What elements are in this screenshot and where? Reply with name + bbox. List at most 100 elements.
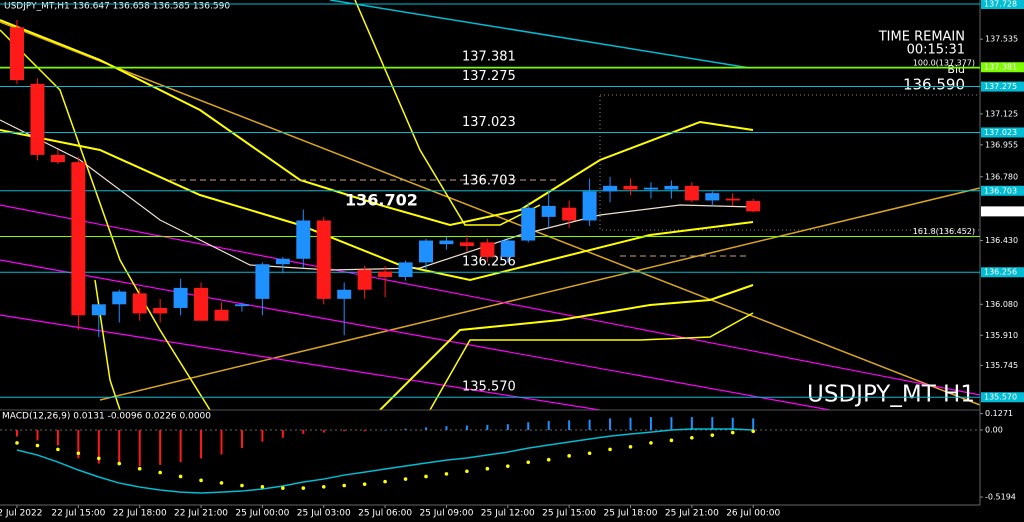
bid-price: 136.590 — [903, 76, 965, 94]
macd-bar — [568, 420, 571, 431]
candle-body — [582, 191, 597, 221]
current-price-box — [981, 206, 1024, 217]
candle-body — [357, 269, 372, 290]
candle-body — [234, 304, 249, 307]
macd-bar — [670, 417, 673, 431]
range-box — [599, 94, 981, 231]
macd-bar — [588, 419, 591, 431]
trend-line — [329, 0, 751, 69]
candle-body — [398, 262, 413, 277]
candle-body — [562, 207, 577, 221]
y-tick-label: 136.780 — [985, 172, 1018, 181]
signal-dot — [649, 441, 653, 445]
candle-body — [316, 220, 331, 299]
candle-body — [132, 293, 147, 314]
level-label: 137.275 — [462, 69, 516, 84]
annotation: 136.702 — [345, 191, 418, 210]
current-price-label: 136.590 — [984, 207, 1017, 216]
y-tick-label: -0.5194 — [985, 493, 1016, 502]
level-label: 137.023 — [462, 115, 516, 130]
y-tick-label: 135.910 — [985, 331, 1018, 340]
x-tick-label: 22 Jul 18:00 — [113, 509, 167, 519]
candle-body — [173, 287, 188, 308]
macd-bar — [731, 417, 734, 431]
macd-bar — [404, 428, 407, 431]
level-box — [981, 0, 1024, 10]
macd-bar — [425, 427, 427, 431]
signal-dot — [56, 447, 60, 452]
watermark: USDJPY_MT H1 — [807, 382, 975, 408]
macd-bar — [384, 430, 387, 431]
time-remain: 00:15:31 — [907, 43, 965, 58]
candle-body — [439, 240, 454, 245]
candle-body — [623, 185, 638, 190]
candle-body — [500, 240, 515, 257]
bid-label: Bid — [947, 63, 965, 76]
x-tick-label: 22 Jul 21:00 — [174, 509, 228, 519]
level-box — [981, 267, 1024, 278]
x-tick-label: 25 Jul 09:00 — [419, 509, 473, 519]
candle-body — [296, 220, 311, 259]
level-box-label: 136.703 — [984, 186, 1017, 195]
macd-bar — [159, 430, 162, 465]
drawings — [0, 0, 981, 506]
y-tick-label: 135.745 — [985, 361, 1018, 370]
candle-body — [71, 162, 86, 316]
level-box — [981, 392, 1024, 403]
level-box — [981, 127, 1024, 138]
candle-body — [705, 193, 720, 201]
macd-bar — [547, 420, 550, 431]
channel-line — [0, 259, 831, 411]
macd-bar — [506, 424, 509, 431]
macd-bar — [220, 430, 223, 455]
macd-bar — [322, 430, 325, 433]
signal-dot — [321, 485, 326, 489]
signal-dot — [751, 429, 755, 434]
macd-bar — [118, 430, 121, 465]
macd-bar — [240, 430, 243, 449]
candle-body — [664, 185, 679, 190]
signal-dot — [567, 454, 571, 458]
level-box-label: 137.275 — [984, 82, 1017, 91]
macd-bar — [16, 430, 18, 437]
macd-bar — [200, 430, 203, 459]
macd-bar — [36, 430, 39, 441]
x-tick-label: 25 Jul 15:00 — [542, 509, 596, 519]
fib-label: 161.8(136.452) — [913, 227, 975, 236]
signal-dot — [199, 478, 203, 483]
candle-body — [521, 207, 536, 241]
x-tick-label: 25 Jul 00:00 — [235, 509, 289, 519]
macd-bar — [649, 417, 652, 431]
candle-body — [50, 154, 65, 163]
macd-bar — [527, 422, 530, 431]
macd-bar — [343, 430, 346, 432]
signal-dot — [526, 460, 531, 465]
signal-dot — [342, 483, 347, 488]
candle-body — [30, 83, 45, 155]
band-upper — [0, 19, 754, 227]
signal-dot — [137, 466, 142, 471]
level-box-label: 137.023 — [984, 128, 1017, 137]
candle-body — [419, 240, 433, 263]
level-box-label: 136.256 — [984, 268, 1017, 277]
signal-dot — [219, 481, 224, 485]
candle-body — [194, 287, 209, 321]
macd-bar — [445, 426, 448, 431]
level-label: 136.703 — [462, 173, 516, 188]
signal-dot — [117, 461, 122, 466]
band-curve — [0, 29, 211, 411]
signal-dot — [690, 435, 694, 440]
x-tick-label: 25 Jul 21:00 — [665, 509, 719, 519]
y-tick-label: 0.1271 — [985, 409, 1013, 418]
candle-body — [746, 200, 761, 212]
level-label: 137.381 — [462, 50, 516, 65]
candle-body — [153, 307, 168, 314]
level-label: 135.570 — [462, 380, 516, 395]
x-tick-label: 25 Jul 06:00 — [358, 509, 412, 519]
macd-bar — [261, 430, 264, 442]
candle-body — [10, 27, 24, 81]
signal-dot — [301, 486, 306, 490]
level-box-label: 137.728 — [984, 0, 1017, 9]
signal-dot — [158, 470, 162, 475]
